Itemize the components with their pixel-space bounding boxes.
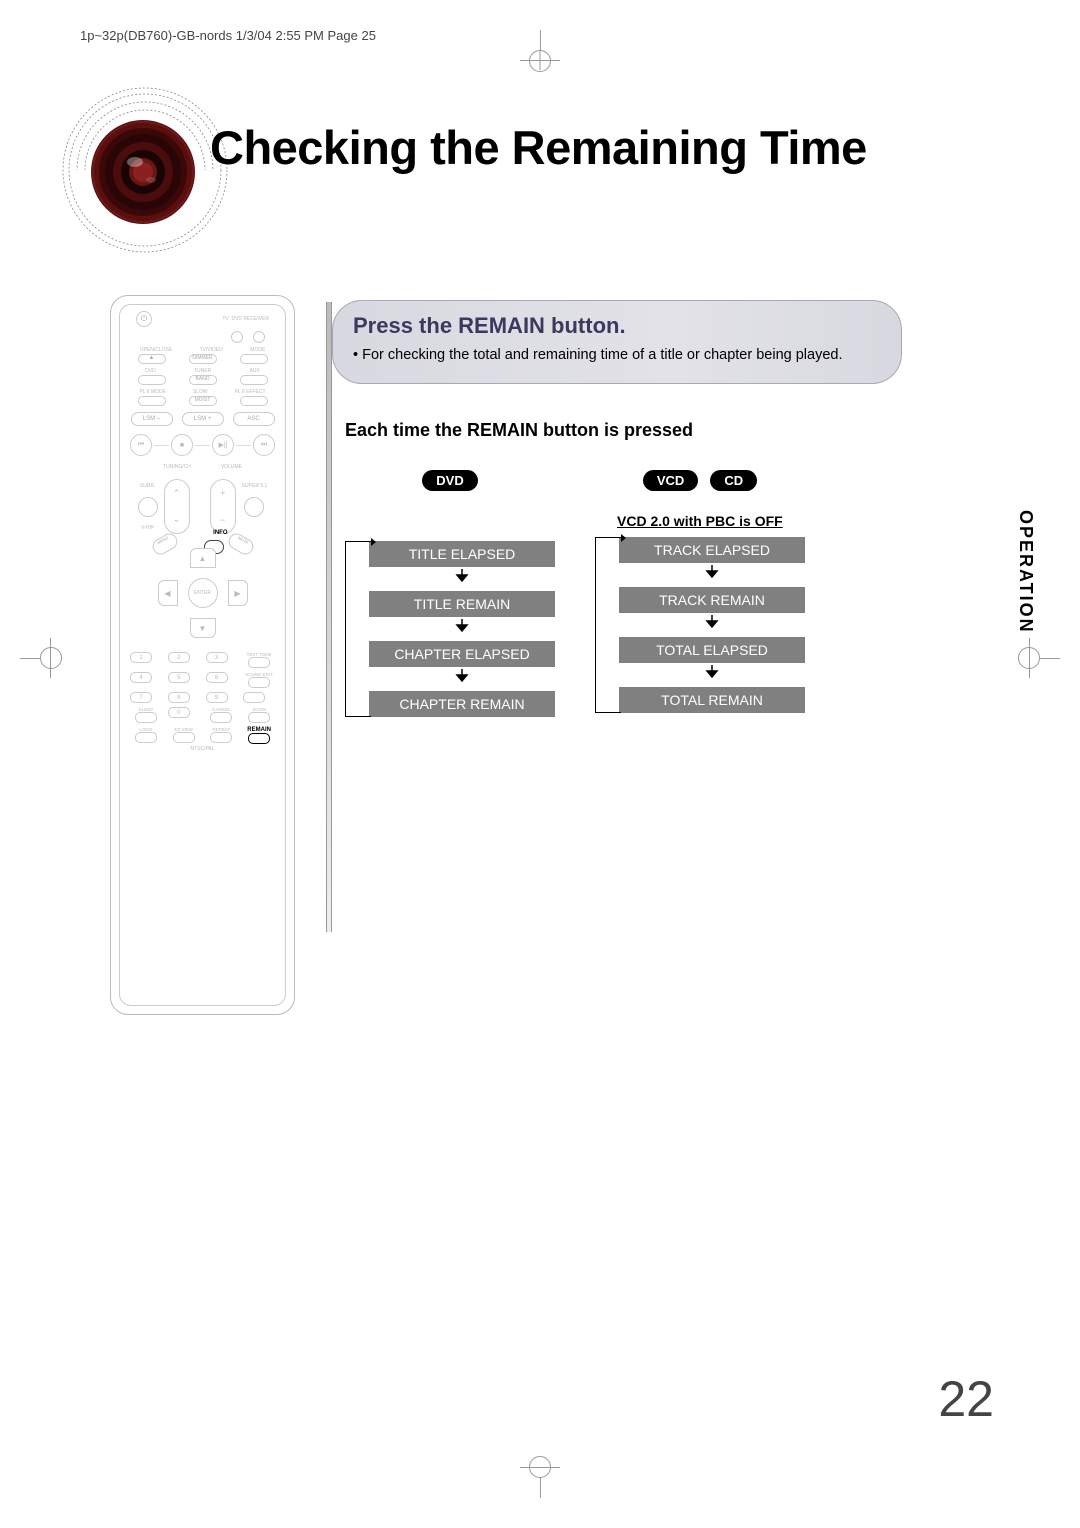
down-arrow-icon bbox=[369, 667, 555, 691]
volume-rocker-icon: +− bbox=[210, 479, 236, 534]
num-4: 4 bbox=[130, 672, 152, 683]
flow-cycle-bracket-right bbox=[595, 537, 611, 713]
disc-badge-dvd: DVD bbox=[422, 470, 477, 491]
instruction-sidebar-icon bbox=[326, 302, 332, 932]
num-8: 8 bbox=[168, 692, 190, 703]
repeat-btn bbox=[210, 732, 232, 743]
flow-box: CHAPTER REMAIN bbox=[369, 691, 555, 717]
crop-mark-top bbox=[520, 30, 560, 70]
instruction-box: Press the REMAIN button. • For checking … bbox=[332, 300, 902, 384]
down-arrow-icon bbox=[619, 613, 805, 637]
flow-box: TRACK ELAPSED bbox=[619, 537, 805, 563]
flow-box: TRACK REMAIN bbox=[619, 587, 805, 613]
enter-btn: ENTER bbox=[188, 578, 218, 608]
info-label: INFO bbox=[213, 530, 227, 536]
remain-button-icon bbox=[248, 733, 270, 744]
num-9: 9 bbox=[206, 692, 228, 703]
num-5: 5 bbox=[168, 672, 190, 683]
dvd-select-icon bbox=[253, 331, 265, 343]
tv-select-icon bbox=[231, 331, 243, 343]
num-0: 0 bbox=[168, 707, 190, 718]
speaker-logo-icon bbox=[55, 80, 235, 260]
slow-btn: MO/ST bbox=[189, 396, 217, 406]
down-arrow-icon bbox=[369, 567, 555, 591]
lsm-minus-btn: LSM – bbox=[131, 412, 173, 426]
flow-box: TOTAL REMAIN bbox=[619, 687, 805, 713]
num-1: 1 bbox=[130, 652, 152, 663]
play-pause-icon: ▶|| bbox=[212, 434, 234, 456]
stop-icon: ■ bbox=[171, 434, 193, 456]
nav-pad-icon: MENU MUTE INFO ▲ ▼ ◀ ▶ ENTER bbox=[158, 548, 248, 638]
ntscpal-label: NTSC/PAL bbox=[126, 746, 279, 752]
plmode-btn bbox=[138, 396, 166, 406]
crop-mark-bottom bbox=[520, 1458, 560, 1498]
disc-badge-vcd: VCD bbox=[643, 470, 698, 491]
flow-column-vcd-cd: VCD CD VCD 2.0 with PBC is OFF TRACK ELA… bbox=[595, 470, 805, 717]
header-meta: 1p~32p(DB760)-GB-nords 1/3/04 2:55 PM Pa… bbox=[80, 28, 376, 43]
prev-track-icon: ⏮ bbox=[130, 434, 152, 456]
crop-mark-left bbox=[20, 638, 60, 678]
testtone-btn bbox=[248, 657, 270, 668]
down-arrow-icon bbox=[619, 563, 805, 587]
down-arrow-icon bbox=[619, 663, 805, 687]
num-2: 2 bbox=[168, 652, 190, 663]
super51-btn bbox=[244, 497, 264, 517]
disc-badge-cd: CD bbox=[710, 470, 757, 491]
num-6: 6 bbox=[206, 672, 228, 683]
aux-btn bbox=[240, 375, 268, 385]
pleffect-btn bbox=[240, 396, 268, 406]
zoom-btn bbox=[248, 712, 270, 723]
instruction-body: • For checking the total and remaining t… bbox=[353, 345, 881, 365]
flow-column-dvd: DVD TITLE ELAPSED TITLE REMAIN CHAPTER E… bbox=[345, 470, 555, 717]
mode-btn bbox=[240, 354, 268, 364]
flow-cycle-bracket-left bbox=[345, 541, 361, 717]
page-title: Checking the Remaining Time bbox=[210, 120, 867, 175]
asc-btn: ASC bbox=[233, 412, 275, 426]
next-track-icon: ⏭ bbox=[253, 434, 275, 456]
power-button-icon: ⏻ bbox=[136, 311, 152, 327]
num-7: 7 bbox=[130, 692, 152, 703]
tuner-btn: BAND bbox=[189, 375, 217, 385]
flow-box: TOTAL ELAPSED bbox=[619, 637, 805, 663]
ezview-btn bbox=[173, 732, 195, 743]
sleep-btn bbox=[135, 712, 157, 723]
num-3: 3 bbox=[206, 652, 228, 663]
pbc-off-label: VCD 2.0 with PBC is OFF bbox=[617, 513, 805, 529]
sub-heading: Each time the REMAIN button is pressed bbox=[345, 420, 693, 441]
section-tab: OPERATION bbox=[1015, 510, 1036, 634]
extra-btn-1 bbox=[243, 692, 265, 703]
lsm-plus-btn: LSM + bbox=[182, 412, 224, 426]
tvvideo-btn: DIMMER bbox=[189, 354, 217, 364]
surr-btn bbox=[138, 497, 158, 517]
flow-box: TITLE REMAIN bbox=[369, 591, 555, 617]
page-number: 22 bbox=[938, 1370, 994, 1428]
flow-box: TITLE ELAPSED bbox=[369, 541, 555, 567]
tuning-rocker-icon: ⌃⌄ bbox=[164, 479, 190, 534]
soundedit-btn bbox=[248, 677, 270, 688]
open-close-btn: ▲ bbox=[138, 354, 166, 364]
down-arrow-icon bbox=[369, 617, 555, 641]
flowchart-area: DVD TITLE ELAPSED TITLE REMAIN CHAPTER E… bbox=[345, 470, 885, 717]
logo-btn bbox=[135, 732, 157, 743]
remote-illustration: ⏻ TV DVD RECEIVER OPEN/CLOSETV/VIDEOMODE… bbox=[110, 295, 295, 1015]
dvd-btn bbox=[138, 375, 166, 385]
flow-box: CHAPTER ELAPSED bbox=[369, 641, 555, 667]
cancel-btn bbox=[210, 712, 232, 723]
crop-mark-right bbox=[1020, 638, 1060, 678]
instruction-title: Press the REMAIN button. bbox=[353, 313, 881, 339]
